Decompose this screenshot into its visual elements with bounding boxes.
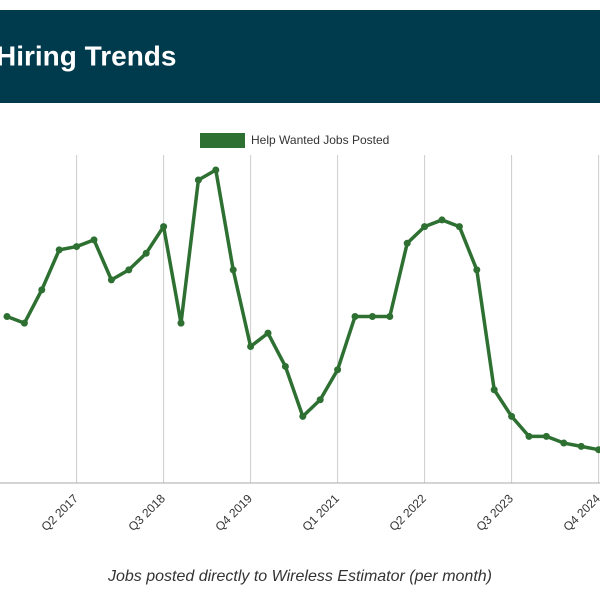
data-point xyxy=(73,243,81,251)
legend-swatch xyxy=(200,133,245,148)
data-point xyxy=(299,412,307,420)
chart-title: Hiring Trends xyxy=(0,40,176,71)
x-tick-label: Q1 2021 xyxy=(300,491,343,534)
x-tick-label: Q4 2024 xyxy=(561,491,600,534)
data-point xyxy=(438,216,446,224)
header-bar xyxy=(0,10,600,103)
data-point xyxy=(421,223,429,231)
data-point xyxy=(264,329,272,337)
chart-caption: Jobs posted directly to Wireless Estimat… xyxy=(107,568,492,585)
data-point xyxy=(473,266,481,274)
data-point xyxy=(125,266,133,274)
data-point xyxy=(334,366,342,374)
data-point xyxy=(490,386,498,394)
data-point xyxy=(455,223,463,231)
x-tick-label: Q2 2017 xyxy=(39,491,82,534)
data-point xyxy=(577,442,585,450)
x-tick-label: Q2 2022 xyxy=(387,491,430,534)
x-tick-label: Q4 2019 xyxy=(213,491,256,534)
data-point xyxy=(20,319,28,327)
data-point xyxy=(351,313,359,320)
data-line xyxy=(6,168,599,452)
data-point xyxy=(177,319,185,327)
data-point xyxy=(560,439,568,447)
x-tick-label: Q3 2018 xyxy=(126,491,169,534)
data-point xyxy=(508,412,516,420)
data-point xyxy=(142,249,150,257)
data-point xyxy=(247,342,255,350)
data-point xyxy=(90,236,98,244)
data-point xyxy=(316,396,324,404)
data-point xyxy=(3,313,11,320)
data-point xyxy=(38,286,46,294)
data-point xyxy=(386,313,394,320)
data-point xyxy=(595,446,600,454)
data-point xyxy=(55,246,63,254)
data-point xyxy=(368,313,376,320)
data-point xyxy=(160,223,168,231)
data-point xyxy=(229,266,237,274)
data-point xyxy=(403,239,411,247)
x-tick-label: Q3 2023 xyxy=(474,491,517,534)
data-point xyxy=(212,166,220,174)
data-point xyxy=(107,276,115,284)
legend-label: Help Wanted Jobs Posted xyxy=(251,133,389,147)
data-point xyxy=(281,362,289,370)
data-point xyxy=(542,432,550,440)
data-point xyxy=(525,432,533,440)
data-point xyxy=(194,176,202,184)
